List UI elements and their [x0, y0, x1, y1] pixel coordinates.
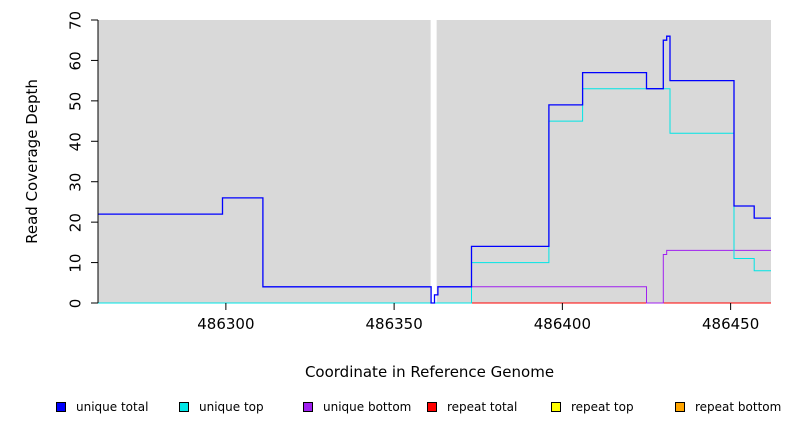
y-tick-label: 70	[67, 11, 85, 30]
y-tick-label: 20	[67, 213, 85, 232]
legend-item-repeat-total: repeat total	[427, 400, 517, 414]
series-layer	[98, 35, 771, 304]
legend-item-repeat-top: repeat top	[551, 400, 634, 414]
legend-label-repeat-bottom: repeat bottom	[695, 400, 782, 414]
legend-swatch-repeat-top	[551, 402, 561, 412]
legend-item-unique-top: unique top	[179, 400, 264, 414]
axis-layer: 0 10 20 30 40 50 60 70 486300 486350 486400 486450	[67, 11, 760, 333]
x-tick-label: 486350	[365, 315, 422, 333]
legend-label-unique-bottom: unique bottom	[323, 400, 412, 414]
legend-swatch-unique-top	[179, 402, 189, 412]
x-tick-label: 486300	[197, 315, 254, 333]
series-line-unique-top	[98, 88, 771, 304]
y-tick-label: 50	[67, 92, 85, 111]
legend-item-repeat-bottom: repeat bottom	[675, 400, 781, 414]
legend-swatch-unique-total	[56, 402, 66, 412]
legend-label-unique-total: unique total	[76, 400, 149, 414]
x-tick-label: 486450	[702, 315, 759, 333]
y-tick-label: 40	[67, 132, 85, 151]
y-tick-label: 30	[67, 173, 85, 192]
legend-swatch-unique-bottom	[303, 402, 313, 412]
y-tick-label: 60	[67, 51, 85, 70]
y-tick-label: 10	[67, 254, 85, 273]
legend: unique total unique top unique bottom re…	[0, 400, 792, 420]
x-axis-label: Coordinate in Reference Genome	[305, 363, 554, 381]
y-axis-label: Read Coverage Depth	[23, 79, 41, 244]
legend-item-unique-bottom: unique bottom	[303, 400, 411, 414]
gap-marker	[430, 20, 437, 303]
legend-label-repeat-top: repeat top	[571, 400, 634, 414]
series-line-unique-total	[98, 35, 771, 304]
legend-swatch-repeat-total	[427, 402, 437, 412]
legend-swatch-repeat-bottom	[675, 402, 685, 412]
legend-item-unique-total: unique total	[56, 400, 148, 414]
legend-label-repeat-total: repeat total	[447, 400, 518, 414]
x-tick-label: 486400	[534, 315, 591, 333]
y-tick-label: 0	[67, 299, 85, 309]
legend-label-unique-top: unique top	[199, 400, 264, 414]
